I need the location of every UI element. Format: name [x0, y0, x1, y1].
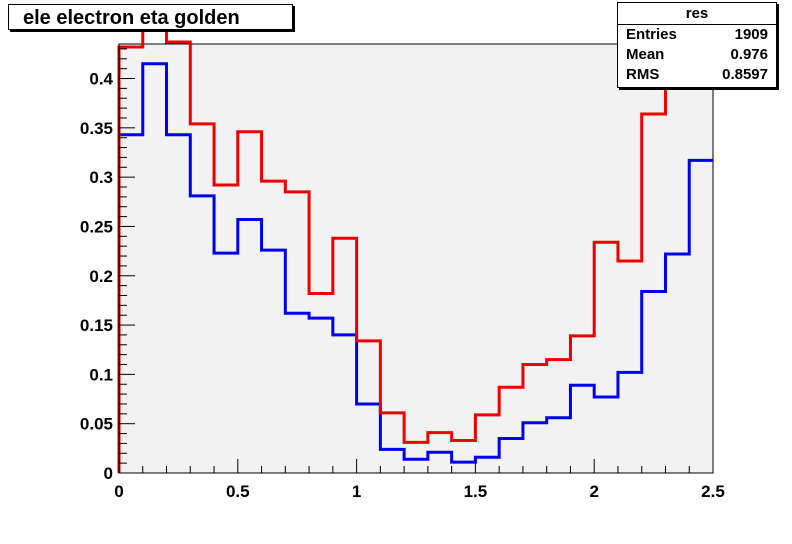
- stats-row-rms: RMS 0.8597: [618, 65, 776, 85]
- x-tick-label: 1.5: [464, 482, 488, 501]
- series-0-line: [117, 62, 713, 473]
- stats-rms-value: 0.8597: [722, 66, 768, 83]
- stats-mean-label: Mean: [626, 46, 665, 63]
- y-tick-label: 0.2: [89, 267, 113, 286]
- y-tick-label: 0.05: [80, 415, 113, 434]
- stats-row-mean: Mean 0.976: [618, 45, 776, 65]
- stats-rms-label: RMS: [626, 66, 660, 83]
- y-tick-label: 0.15: [80, 316, 113, 335]
- stats-entries-label: Entries: [626, 26, 677, 43]
- x-tick-label: 1: [352, 482, 361, 501]
- chart-title: ele electron eta golden: [8, 4, 293, 30]
- x-tick-label: 2.5: [701, 482, 725, 501]
- x-tick-label: 2: [589, 482, 598, 501]
- series-layer: [117, 12, 713, 473]
- axis-layer: 0 0.5 1 1.5 2 2.5 0 0.05 0.1 0.15 0.2 0.25 0.3 0.35 0.…: [80, 44, 725, 501]
- x-tick-label: 0.5: [226, 482, 250, 501]
- y-tick-label: 0: [104, 464, 113, 483]
- stats-box: res Entries 1909 Mean 0.976 RMS 0.8597: [617, 2, 777, 88]
- y-tick-label: 0.25: [80, 217, 113, 236]
- y-tick-label: 0.1: [89, 365, 113, 384]
- y-tick-label: 0.4: [89, 70, 113, 89]
- y-tick-label: 0.3: [89, 168, 113, 187]
- y-tick-label: 0.35: [80, 119, 113, 138]
- stats-mean-value: 0.976: [730, 46, 768, 63]
- stats-entries-value: 1909: [734, 26, 768, 43]
- plot-frame: [118, 43, 714, 474]
- series-1-line: [117, 12, 713, 473]
- stats-name: res: [618, 3, 776, 25]
- stats-row-entries: Entries 1909: [618, 25, 776, 45]
- x-tick-label: 0: [114, 482, 123, 501]
